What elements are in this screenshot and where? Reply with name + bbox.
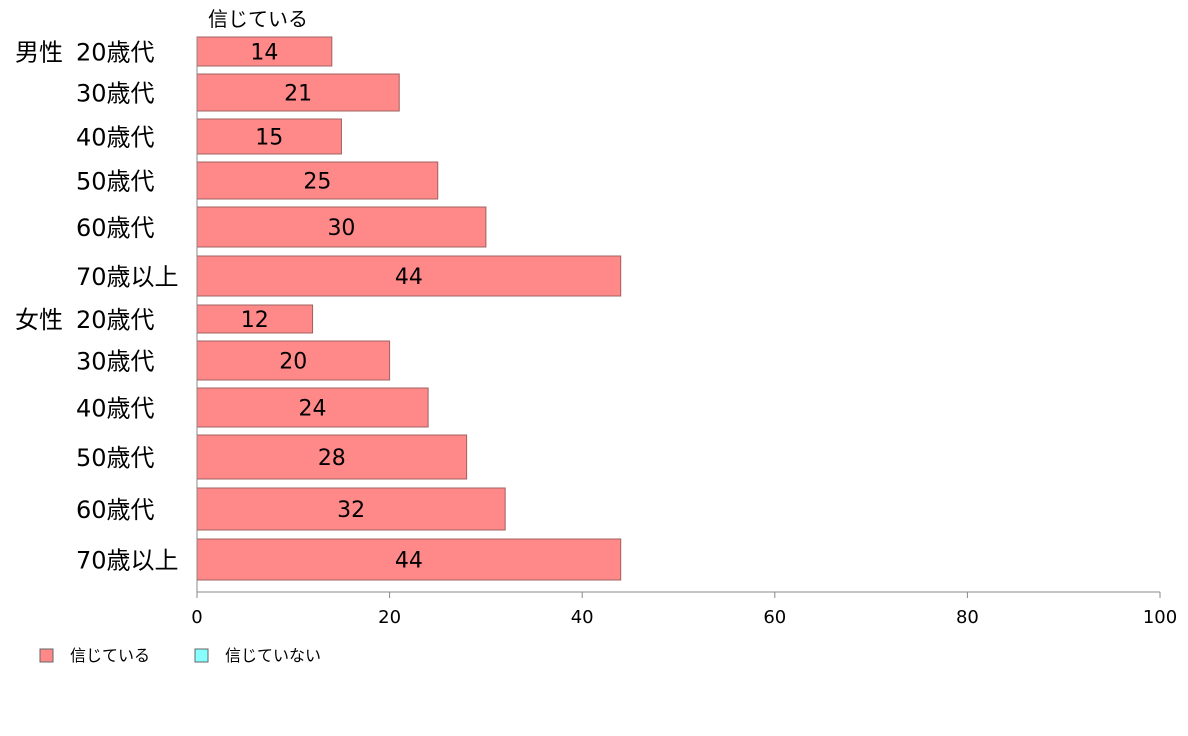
x-tick-label: 20: [378, 607, 401, 628]
category-label: 70歳以上: [76, 263, 179, 291]
legend-label: 信じていない: [225, 646, 321, 665]
legend-swatch: [39, 648, 54, 663]
x-axis: 0 20 40 60 80 100: [191, 37, 1177, 628]
bar: [196, 36, 333, 67]
group-label: 男性: [15, 39, 63, 67]
x-tick-label: 100: [1143, 607, 1177, 628]
legend-label: 信じている: [70, 646, 150, 665]
series-header: 信じている: [208, 7, 308, 31]
bar-value-label: 44: [395, 265, 423, 290]
category-labels: 20歳代男性30歳代40歳代50歳代60歳代70歳以上20歳代女性30歳代40歳…: [15, 39, 179, 575]
category-label: 40歳代: [76, 395, 155, 423]
bar-value-label: 24: [299, 397, 327, 422]
bar: [196, 255, 622, 297]
bar-value-label: 20: [279, 350, 307, 375]
category-label: 20歳代: [76, 306, 155, 334]
category-label: 30歳代: [76, 80, 155, 108]
category-label: 60歳代: [76, 214, 155, 242]
category-label: 40歳代: [76, 124, 155, 152]
bar: [196, 118, 342, 155]
bar-value-label: 21: [284, 82, 312, 107]
category-label: 50歳代: [76, 168, 155, 196]
bar: [196, 538, 622, 581]
bar-value-label: 14: [250, 41, 278, 66]
category-label: 20歳代: [76, 39, 155, 67]
x-tick-label: 40: [571, 607, 594, 628]
bar: [196, 434, 468, 480]
x-tick-label: 80: [956, 607, 979, 628]
bar-value-label: 30: [327, 216, 355, 241]
category-label: 50歳代: [76, 444, 155, 472]
group-label: 女性: [15, 306, 63, 334]
bar: [196, 304, 314, 334]
bar-value-label: 12: [241, 308, 269, 333]
bar-value-label: 32: [337, 498, 365, 523]
bar: [196, 487, 506, 531]
bar-value-label: 15: [255, 126, 283, 151]
category-label: 70歳以上: [76, 547, 179, 575]
category-label: 60歳代: [76, 496, 155, 524]
legend-swatch: [194, 648, 209, 663]
category-label: 30歳代: [76, 348, 155, 376]
x-tick-label: 60: [763, 607, 786, 628]
bar-value-label: 28: [318, 446, 346, 471]
bar: [196, 206, 487, 248]
bar: [196, 73, 400, 112]
bar: [196, 161, 439, 200]
legend: 信じている 信じていない: [39, 646, 321, 665]
bar-value-label: 44: [395, 549, 423, 574]
bar-value-label: 25: [303, 170, 331, 195]
x-tick-label: 0: [191, 607, 202, 628]
